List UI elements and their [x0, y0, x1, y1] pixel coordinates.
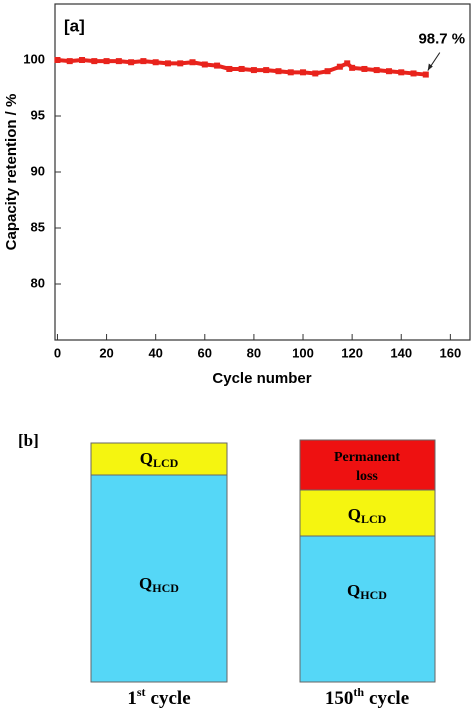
x-tick-label: 140 [390, 345, 412, 360]
data-point [214, 62, 221, 69]
data-point [324, 68, 331, 75]
subscript: HCD [360, 588, 387, 602]
data-point [422, 71, 429, 78]
hcd-box [299, 535, 436, 683]
superscript: th [353, 685, 364, 699]
superscript: st [137, 685, 146, 699]
data-point [287, 69, 294, 76]
subscript: LCD [153, 456, 179, 470]
data-point [373, 67, 380, 74]
data-point [115, 58, 122, 65]
data-point [140, 58, 147, 65]
data-point [103, 58, 110, 65]
diagram: [b] QLCD QHCD 1st cycle Permanent loss QL… [18, 431, 436, 710]
caption: 1st cycle [127, 685, 190, 710]
x-tick-label: 160 [440, 345, 462, 360]
number: 150 [325, 688, 354, 709]
data-point [201, 61, 208, 68]
data-point [300, 69, 307, 76]
symbol: Q [139, 574, 152, 593]
data-point [189, 59, 196, 66]
x-tick-label: 0 [54, 345, 61, 360]
y-tick-label: 95 [31, 107, 45, 122]
loss-box [299, 439, 436, 491]
annotation: 98.7 % [418, 31, 465, 48]
data-point [263, 67, 270, 74]
subscript: HCD [152, 581, 179, 595]
data-point [410, 70, 417, 77]
symbol: Q [348, 505, 361, 524]
data-point [128, 59, 135, 66]
data-point [349, 64, 356, 71]
x-tick-label: 120 [341, 345, 363, 360]
x-axis-label: Cycle number [212, 370, 311, 387]
data-point [177, 60, 184, 67]
segment-label: Permanent [334, 450, 400, 465]
annotation-arrowhead [427, 63, 433, 71]
data-point [398, 69, 405, 76]
y-tick-label: 80 [31, 275, 45, 290]
data-point [91, 58, 98, 65]
segment-label: QLCD [140, 449, 179, 470]
data-point [361, 65, 368, 72]
x-tick-label: 60 [198, 345, 212, 360]
data-point [79, 57, 86, 63]
data-point [164, 60, 171, 67]
symbol: Q [347, 581, 360, 600]
data-point [226, 65, 233, 72]
panel-label: [b] [18, 431, 39, 450]
y-tick-label: 85 [31, 219, 45, 234]
data-point [336, 63, 343, 70]
data-point [66, 58, 73, 65]
data-point [275, 68, 282, 75]
number: 1 [127, 688, 137, 709]
segment-label: loss [356, 469, 378, 484]
x-tick-label: 100 [292, 345, 314, 360]
data-point [238, 65, 245, 72]
panel-label: [a] [64, 16, 85, 35]
lcd-box [299, 489, 436, 537]
word: cycle [369, 688, 409, 709]
chart: [a] Cycle number Capacity retention / % … [3, 3, 471, 387]
y-axis-label: Capacity retention / % [3, 94, 20, 251]
data-point [250, 67, 257, 74]
data-point [54, 57, 61, 63]
y-tick-label: 90 [31, 163, 45, 178]
hcd-box [90, 474, 228, 683]
data-point [312, 70, 319, 77]
segment-label: QHCD [347, 581, 387, 602]
x-tick-label: 80 [247, 345, 261, 360]
caption: 150th cycle [325, 685, 409, 710]
segment-label: QLCD [348, 505, 387, 526]
symbol: Q [140, 449, 153, 468]
subscript: LCD [361, 512, 387, 526]
data-point [385, 68, 392, 75]
y-tick-label: 100 [23, 51, 45, 66]
plot-frame [54, 3, 471, 341]
segment-label: QHCD [139, 574, 179, 595]
data-point [344, 60, 351, 67]
word: cycle [151, 688, 191, 709]
x-tick-label: 40 [148, 345, 162, 360]
data-point [152, 59, 159, 66]
x-tick-label: 20 [99, 345, 113, 360]
